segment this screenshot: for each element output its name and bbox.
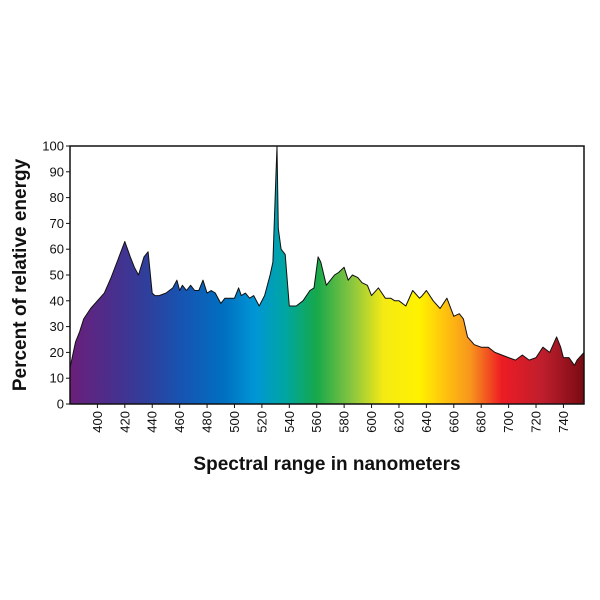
y-tick-label: 60	[50, 242, 64, 257]
x-tick-label: 420	[117, 411, 132, 433]
x-tick-label: 580	[337, 411, 352, 433]
x-tick-label: 500	[227, 411, 242, 433]
y-tick-label: 70	[50, 216, 64, 231]
y-tick-label: 20	[50, 345, 64, 360]
y-tick-label: 90	[50, 164, 64, 179]
y-axis: 0 10 20 30 40 50 60 70 80 90 100	[42, 139, 70, 412]
y-axis-title: Percent of relative energy	[10, 158, 31, 391]
x-tick-label: 480	[200, 411, 215, 433]
x-tick-label: 400	[90, 411, 105, 433]
spectrum-area	[69, 145, 585, 405]
y-tick-label: 10	[50, 371, 64, 386]
x-tick-label: 460	[172, 411, 187, 433]
y-tick-label: 0	[57, 397, 64, 412]
x-tick-label: 520	[254, 411, 269, 433]
x-tick-label: 660	[446, 411, 461, 433]
y-tick-label: 100	[42, 139, 64, 154]
x-axis: 400 420 440 460 480 500 520 540 560 580 600 620 640 6…	[90, 404, 571, 433]
x-tick-label: 740	[556, 411, 571, 433]
x-tick-label: 440	[145, 411, 160, 433]
y-tick-label: 80	[50, 190, 64, 205]
x-tick-label: 540	[282, 411, 297, 433]
y-tick-label: 40	[50, 293, 64, 308]
x-tick-label: 680	[474, 411, 489, 433]
y-tick-label: 50	[50, 268, 64, 283]
x-tick-label: 640	[419, 411, 434, 433]
x-tick-label: 700	[501, 411, 516, 433]
x-tick-label: 560	[309, 411, 324, 433]
x-tick-label: 600	[364, 411, 379, 433]
x-tick-label: 620	[391, 411, 406, 433]
x-tick-label: 720	[529, 411, 544, 433]
y-tick-label: 30	[50, 319, 64, 334]
x-axis-title: Spectral range in nanometers	[193, 454, 460, 475]
